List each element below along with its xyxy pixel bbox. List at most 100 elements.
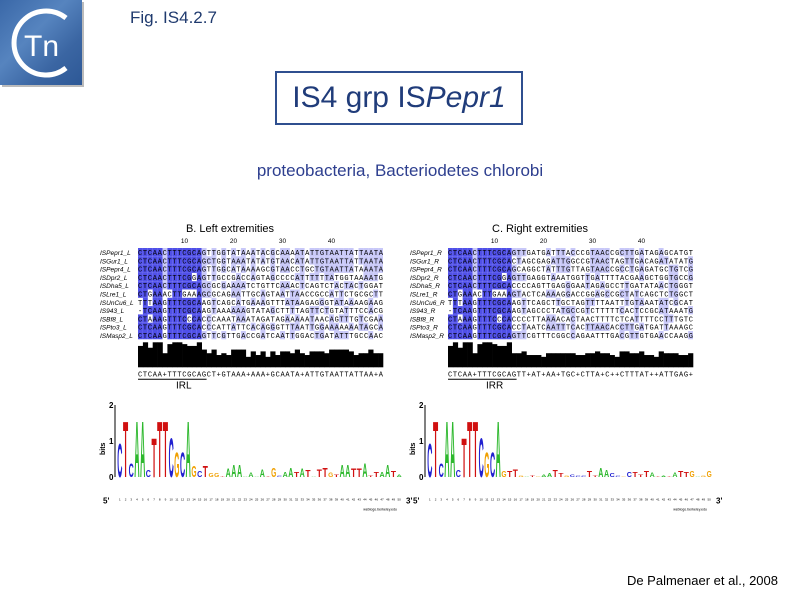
similar-cell	[604, 264, 610, 273]
conserved-cell	[138, 272, 143, 282]
conservation-bar	[531, 355, 537, 368]
logo-position: 19	[531, 498, 535, 502]
similar-cell	[270, 272, 276, 282]
conserved-cell	[142, 248, 148, 257]
similar-cell	[270, 256, 276, 265]
logo-letter: G	[191, 463, 196, 481]
logo-position: 40	[650, 498, 654, 502]
conservation-bar	[580, 355, 586, 368]
conserved-cell	[187, 322, 192, 331]
conserved-cell	[167, 314, 173, 323]
similar-cell	[511, 264, 517, 273]
similar-cell	[368, 256, 374, 265]
conservation-bar	[275, 355, 281, 368]
similar-cell	[309, 306, 315, 315]
similar-cell	[162, 272, 168, 282]
similar-cell	[206, 256, 212, 265]
logo-position: 14	[502, 498, 506, 502]
conserved-cell	[506, 281, 512, 290]
sequence: CTGAAACTTGAAAGTACTCAAAAGGACCGGAGCCGCTATC…	[448, 292, 693, 300]
conserved-cell	[462, 297, 468, 307]
similar-cell	[299, 272, 305, 282]
conserved-cell	[142, 297, 148, 307]
logo-letter: T	[638, 474, 644, 478]
logo-letter: A	[496, 405, 501, 495]
similar-cell	[270, 248, 276, 257]
similar-cell	[516, 248, 522, 257]
conserved-cell	[147, 306, 153, 315]
similar-cell	[250, 248, 256, 257]
conserved-cell	[448, 248, 453, 257]
conservation-bar	[304, 355, 310, 368]
conservation-bar	[162, 353, 168, 368]
similar-cell	[231, 256, 236, 265]
similar-cell	[338, 264, 344, 273]
conserved-cell	[477, 272, 483, 282]
similar-cell	[639, 264, 644, 273]
similar-cell	[516, 272, 522, 282]
similar-cell	[595, 272, 600, 282]
conservation-bar	[280, 351, 286, 368]
similar-cell	[629, 256, 635, 265]
conservation-bar	[265, 356, 271, 368]
sequence-name: ISPepr1_R	[410, 250, 442, 257]
conserved-cell	[462, 248, 468, 257]
conserved-cell	[487, 331, 493, 340]
similar-cell	[599, 248, 605, 257]
similar-cell	[221, 331, 227, 340]
similar-cell	[329, 289, 334, 298]
logo-position: 16	[204, 498, 208, 502]
conserved-cell	[506, 256, 512, 265]
sequence-name: ISBf8_L	[100, 316, 124, 323]
similar-cell	[211, 248, 217, 257]
similar-cell	[289, 322, 295, 331]
conserved-cell	[196, 306, 202, 315]
conserved-cell	[448, 322, 453, 331]
conserved-cell	[457, 306, 463, 315]
logo-position: 35	[622, 498, 626, 502]
logo-position: 25	[255, 498, 259, 502]
similar-cell	[206, 289, 212, 298]
sequence-name: ISLre1_L	[100, 292, 127, 299]
similar-cell	[521, 306, 527, 315]
similar-cell	[378, 264, 383, 273]
similar-cell	[658, 331, 664, 340]
similar-cell	[221, 264, 227, 273]
similar-cell	[285, 264, 290, 273]
similar-cell	[240, 306, 246, 315]
conserved-cell	[177, 256, 183, 265]
logo-letter: G	[484, 444, 489, 485]
similar-cell	[250, 322, 256, 331]
similar-cell	[560, 306, 566, 315]
conservation-bar	[683, 355, 689, 368]
conservation-bar	[521, 351, 527, 368]
conserved-cell	[462, 264, 468, 273]
logo-letter: A	[604, 469, 609, 480]
logo-position: 24	[559, 498, 563, 502]
similar-cell	[348, 248, 354, 257]
logo-position: 28	[582, 498, 586, 502]
logo-letter: C	[570, 474, 576, 478]
logo-position: 35	[312, 498, 316, 502]
similar-cell	[294, 322, 300, 331]
similar-cell	[240, 264, 246, 273]
similar-cell	[472, 264, 478, 273]
logo-position: 29	[278, 498, 282, 502]
logo-position: 41	[656, 498, 660, 502]
logo-position: 10	[479, 498, 483, 502]
sequence: CTCAAGTTTCGCAGTTCGTTTCGGCCAGAATTTGACGTTG…	[448, 333, 693, 341]
conservation-bar	[260, 351, 266, 368]
sequence: CTCAACTTTCGGAGTTGAGGTAAATGGTTGATTTTACGAA…	[448, 275, 693, 283]
logo-letter: T	[151, 428, 156, 489]
conserved-cell	[167, 331, 173, 340]
logo-5prime: 5'	[103, 497, 109, 506]
similar-cell	[624, 281, 630, 290]
conservation-bar	[511, 353, 517, 368]
conservation-bar	[373, 353, 379, 368]
conserved-cell	[477, 297, 483, 307]
conserved-cell	[477, 306, 483, 315]
conserved-cell	[142, 306, 148, 315]
conservation-bar	[560, 353, 566, 368]
similar-cell	[334, 248, 339, 257]
similar-cell	[236, 314, 241, 323]
